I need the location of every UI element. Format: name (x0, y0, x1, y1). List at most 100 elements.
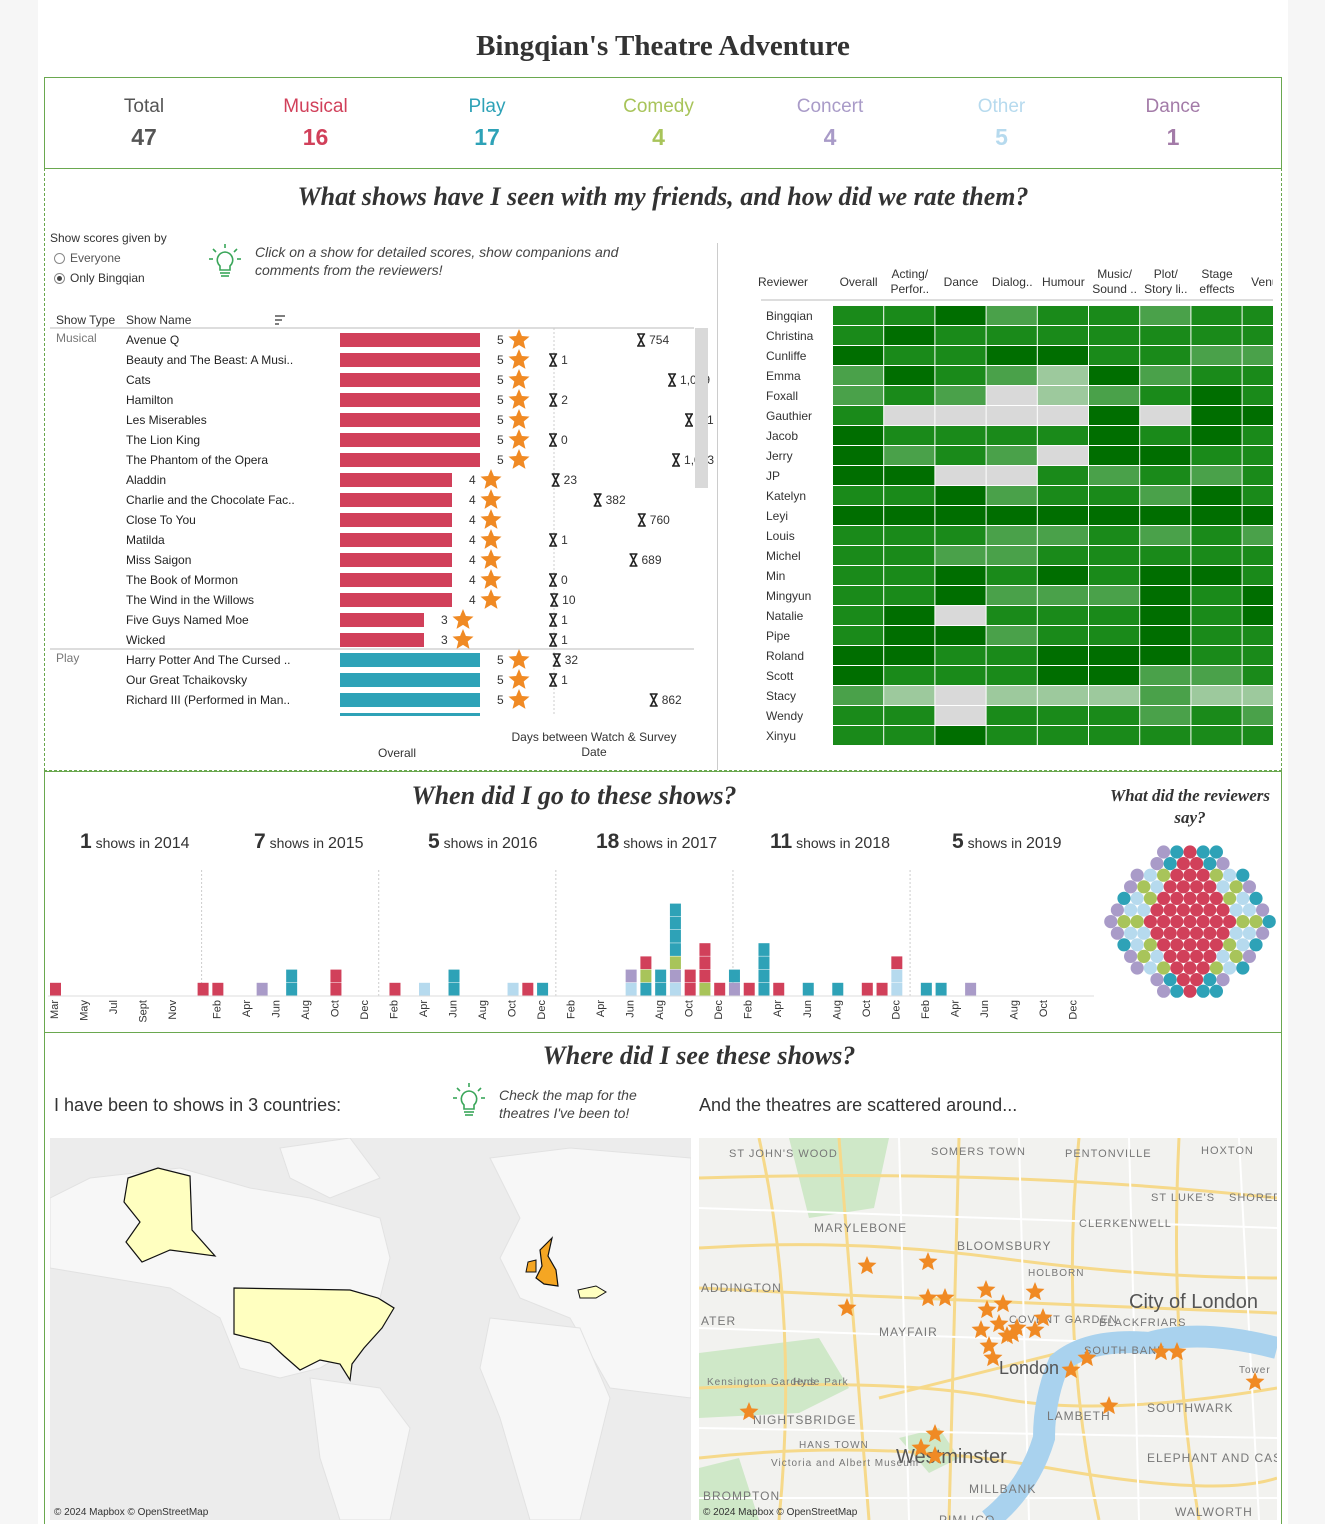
timeline-bar[interactable] (802, 982, 814, 996)
heatmap-cell[interactable] (1037, 526, 1088, 545)
reviewer-bubble[interactable] (1203, 973, 1217, 987)
timeline-bar[interactable] (448, 969, 460, 996)
reviewer-bubble[interactable] (1183, 915, 1197, 929)
reviewer-bubble[interactable] (1209, 868, 1223, 882)
heatmap-cell[interactable] (884, 466, 935, 485)
timeline-segment[interactable] (669, 943, 681, 956)
heatmap-cell[interactable] (1037, 406, 1088, 425)
heatmap-cell[interactable] (884, 326, 935, 345)
heatmap-cell[interactable] (935, 346, 986, 365)
heatmap-cell[interactable] (1191, 466, 1242, 485)
timeline-bar[interactable] (330, 969, 342, 996)
timeline-segment[interactable] (640, 982, 652, 996)
heatmap-cell[interactable] (1140, 726, 1191, 745)
heatmap-cell[interactable] (1242, 726, 1273, 745)
heatmap-cell[interactable] (935, 606, 986, 625)
heatmap-cell[interactable] (833, 526, 884, 545)
reviewer-bubble[interactable] (1163, 973, 1177, 987)
timeline-segment[interactable] (212, 982, 224, 996)
kpi-musical[interactable]: Musical 16 (231, 96, 401, 151)
heatmap-cell[interactable] (833, 546, 884, 565)
heatmap-cell[interactable] (986, 606, 1037, 625)
timeline-bar[interactable] (286, 969, 298, 996)
heatmap-cell[interactable] (884, 566, 935, 585)
reviewer-bubble[interactable] (1209, 915, 1223, 929)
timeline-segment[interactable] (758, 943, 770, 956)
score-bar[interactable] (340, 413, 480, 427)
timeline-segment[interactable] (684, 969, 696, 983)
heatmap-cell[interactable] (935, 546, 986, 565)
heatmap-cell[interactable] (935, 506, 986, 525)
heatmap-cell[interactable] (1242, 346, 1273, 365)
heatmap-cell[interactable] (884, 506, 935, 525)
reviewer-bubble[interactable] (1223, 915, 1237, 929)
heatmap-cell[interactable] (884, 686, 935, 705)
reviewer-bubble[interactable] (1176, 903, 1190, 917)
reviewer-bubble[interactable] (1190, 973, 1204, 987)
heatmap-cell[interactable] (986, 626, 1037, 645)
reviewer-bubble[interactable] (1229, 903, 1243, 917)
heatmap-cell[interactable] (935, 566, 986, 585)
heatmap-cell[interactable] (986, 366, 1037, 385)
heatmap-cell[interactable] (986, 666, 1037, 685)
heatmap-cell[interactable] (935, 326, 986, 345)
reviewer-bubble[interactable] (1223, 868, 1237, 882)
timeline-segment[interactable] (625, 982, 637, 996)
show-row[interactable]: The Phantom of the Opera51,053 (126, 449, 714, 469)
timeline-segment[interactable] (256, 982, 268, 996)
reviewer-bubble[interactable] (1176, 857, 1190, 871)
reviewer-bubble[interactable] (1216, 926, 1230, 940)
show-row[interactable]: Richard III (Performed in Man.. 5 862 (126, 689, 682, 709)
heatmap-cell[interactable] (1037, 686, 1088, 705)
reviewer-bubble[interactable] (1157, 938, 1171, 952)
timeline-segment[interactable] (891, 982, 903, 996)
timeline-bar[interactable] (728, 969, 740, 996)
heatmap-cell[interactable] (833, 606, 884, 625)
heatmap-cell[interactable] (1191, 646, 1242, 665)
heatmap-cell[interactable] (1191, 566, 1242, 585)
heatmap-cell[interactable] (833, 726, 884, 745)
heatmap-cell[interactable] (986, 386, 1037, 405)
timeline-bar[interactable] (625, 969, 637, 996)
timeline-segment[interactable] (743, 982, 755, 996)
score-bar[interactable] (340, 613, 424, 627)
heatmap-cell[interactable] (1191, 306, 1242, 325)
heatmap-cell[interactable] (1037, 726, 1088, 745)
timeline-segment[interactable] (758, 969, 770, 983)
score-bar[interactable] (340, 393, 480, 407)
score-bar[interactable] (340, 593, 452, 607)
reviewer-bubble[interactable] (1236, 938, 1250, 952)
heatmap-cell[interactable] (1089, 486, 1140, 505)
reviewer-bubble[interactable] (1150, 926, 1164, 940)
timeline-bar[interactable] (419, 982, 430, 996)
timeline-bar[interactable] (773, 982, 785, 996)
heatmap-cell[interactable] (1089, 466, 1140, 485)
timeline-segment[interactable] (773, 982, 785, 996)
heatmap-cell[interactable] (935, 666, 986, 685)
reviewer-bubble[interactable] (1110, 926, 1124, 940)
heatmap-cell[interactable] (884, 586, 935, 605)
reviewer-bubble[interactable] (1157, 961, 1171, 975)
heatmap-cell[interactable] (833, 466, 884, 485)
show-row[interactable]: The Book of Mormon 4 0 (126, 569, 568, 589)
heatmap-cell[interactable] (1089, 346, 1140, 365)
timeline-segment[interactable] (419, 982, 430, 996)
heatmap-cell[interactable] (1089, 626, 1140, 645)
reviewer-bubble[interactable] (1209, 891, 1223, 905)
heatmap-cell[interactable] (1242, 326, 1273, 345)
heatmap-cell[interactable] (1140, 686, 1191, 705)
heatmap-cell[interactable] (1242, 366, 1273, 385)
heatmap-cell[interactable] (1089, 386, 1140, 405)
heatmap-cell[interactable] (935, 726, 986, 745)
heatmap-cell[interactable] (884, 546, 935, 565)
timeline-bar[interactable] (758, 943, 770, 996)
heatmap-cell[interactable] (1191, 506, 1242, 525)
heatmap-cell[interactable] (1191, 406, 1242, 425)
kpi-concert[interactable]: Concert 4 (745, 96, 915, 151)
reviewer-bubble[interactable] (1117, 891, 1131, 905)
heatmap-cell[interactable] (1089, 526, 1140, 545)
score-bar[interactable] (340, 653, 480, 667)
heatmap-cell[interactable] (1242, 386, 1273, 405)
timeline-segment[interactable] (448, 982, 460, 996)
reviewer-bubble[interactable] (1242, 949, 1256, 963)
